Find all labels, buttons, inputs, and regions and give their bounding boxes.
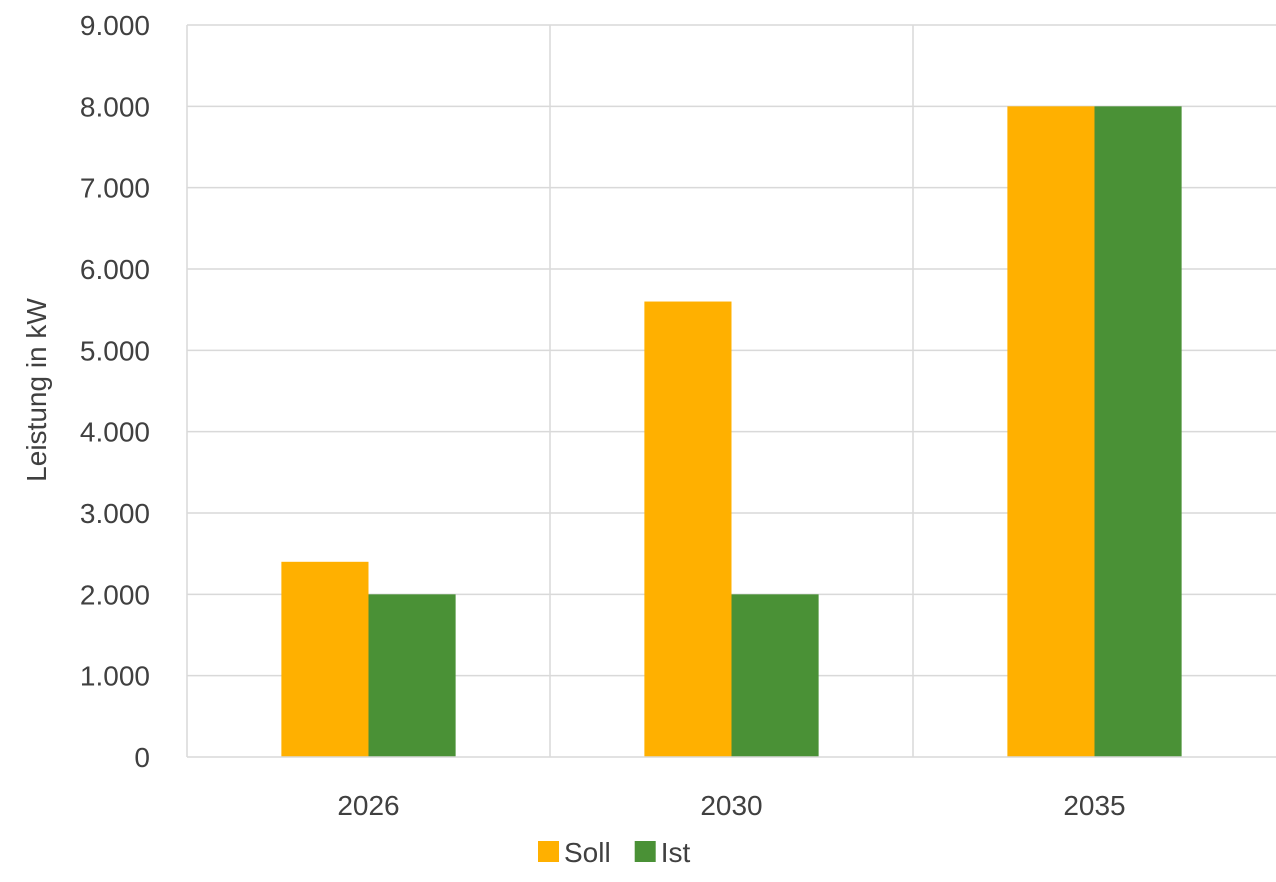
bar-ist-2035 bbox=[1094, 106, 1182, 758]
y-tick-label: 8.000 bbox=[80, 91, 150, 122]
legend-label-soll: Soll bbox=[564, 837, 611, 868]
x-tick-label: 2026 bbox=[337, 790, 399, 821]
legend: Soll Ist bbox=[538, 837, 690, 868]
y-tick-label: 7.000 bbox=[80, 173, 150, 204]
bar-soll-2035 bbox=[1007, 106, 1095, 758]
y-tick-label: 4.000 bbox=[80, 417, 150, 448]
legend-swatch-soll bbox=[538, 841, 559, 862]
x-tick-label: 2035 bbox=[1063, 790, 1125, 821]
y-tick-label: 1.000 bbox=[80, 661, 150, 692]
y-tick-label: 0 bbox=[134, 742, 150, 773]
y-tick-label: 5.000 bbox=[80, 335, 150, 366]
bar-ist-2030 bbox=[731, 594, 819, 757]
y-tick-label: 2.000 bbox=[80, 579, 150, 610]
y-tick-label: 9.000 bbox=[80, 10, 150, 41]
bar-ist-2026 bbox=[368, 594, 456, 757]
bars bbox=[281, 106, 1182, 758]
legend-swatch-ist bbox=[634, 841, 656, 862]
x-tick-label: 2030 bbox=[700, 790, 762, 821]
legend-label-ist: Ist bbox=[661, 837, 691, 868]
bar-soll-2030 bbox=[644, 301, 732, 757]
bar-soll-2026 bbox=[281, 561, 369, 757]
y-tick-label: 6.000 bbox=[80, 254, 150, 285]
axes: 0 1.000 2.000 3.000 4.000 5.000 6.000 7.000 8.00… bbox=[80, 10, 1276, 821]
y-tick-label: 3.000 bbox=[80, 498, 150, 529]
y-axis-label: Leistung in kW bbox=[21, 298, 52, 482]
